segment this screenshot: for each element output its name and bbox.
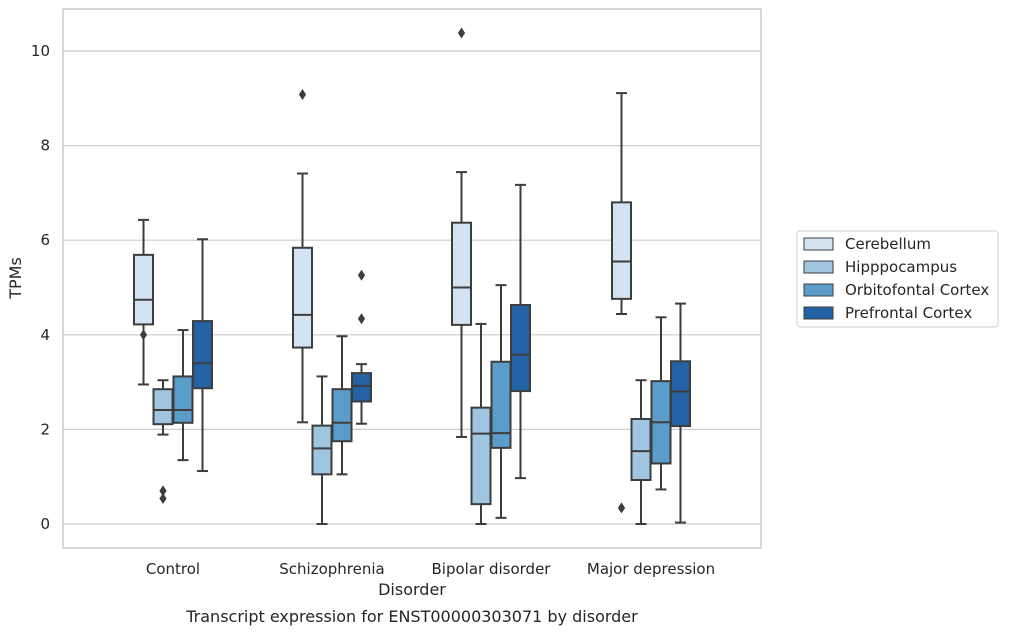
box (490, 284, 512, 519)
y-tick-label: 10 (31, 42, 50, 60)
box-body (152, 388, 174, 426)
outlier-point (159, 485, 167, 497)
x-tick-label: Bipolar disorder (432, 560, 552, 578)
box-body (611, 201, 632, 300)
legend-swatch (803, 237, 834, 251)
box-body (351, 372, 372, 403)
legend-label: Hipppocampus (845, 258, 957, 276)
box (133, 218, 154, 386)
legend-swatch (803, 283, 834, 297)
legend: Cerebellum Hipppocampus Orbitofontal Corte… (796, 230, 999, 328)
box-body (670, 360, 691, 428)
series-2 (172, 284, 672, 519)
box (152, 379, 174, 504)
x-tick-label: Control (146, 560, 200, 578)
box-body (311, 424, 333, 476)
plot-frame (62, 8, 762, 549)
outlier-point (617, 502, 626, 514)
box (172, 329, 194, 462)
outlier-point (357, 313, 366, 325)
box-body (192, 320, 213, 390)
legend-swatch (803, 306, 834, 320)
legend-label: Orbitofontal Cortex (845, 281, 989, 299)
box-body (451, 221, 472, 326)
box-body (490, 360, 512, 449)
outlier-point (457, 27, 466, 39)
y-axis-label: TPMs (6, 257, 25, 300)
box (292, 89, 313, 424)
box (451, 27, 472, 438)
outlier-point (139, 329, 148, 341)
series-0 (133, 27, 632, 514)
series-3 (192, 183, 691, 524)
x-tick-label: Major depression (587, 560, 715, 578)
legend-label: Prefrontal Cortex (845, 304, 972, 322)
legend-items: Cerebellum Hipppocampus Orbitofontal Corte… (803, 235, 989, 322)
y-tick-label: 4 (40, 326, 50, 344)
box-body (331, 388, 353, 443)
boxes (133, 27, 691, 525)
legend-frame (796, 230, 999, 328)
box-body (630, 417, 652, 482)
legend-swatch (803, 260, 834, 274)
box-body (172, 375, 194, 424)
series-1 (152, 322, 652, 525)
y-tick-label: 2 (40, 420, 50, 438)
y-tick-label: 6 (40, 231, 50, 249)
box (470, 322, 492, 525)
y-tick-label: 0 (40, 515, 50, 533)
box (351, 269, 372, 425)
chart-caption: Transcript expression for ENST0000030307… (185, 607, 638, 626)
y-tick-labels: 0 2 4 6 8 10 (31, 42, 50, 533)
x-tick-label: Schizophrenia (279, 560, 384, 578)
box (331, 335, 353, 476)
box (311, 375, 333, 525)
x-tick-labels: Control Schizophrenia Bipolar disorder Majo… (146, 560, 715, 578)
legend-label: Cerebellum (845, 235, 931, 253)
box-body (133, 253, 154, 326)
box (650, 316, 672, 491)
box-body (510, 304, 531, 393)
x-axis-label: Disorder (378, 580, 446, 599)
outlier-point (159, 492, 167, 504)
box (670, 302, 691, 524)
box (510, 183, 531, 480)
y-tick-label: 8 (40, 137, 50, 155)
outlier-point (357, 269, 366, 281)
box (630, 379, 652, 525)
box-body (470, 406, 492, 506)
box (611, 92, 632, 514)
box (192, 238, 213, 473)
box-body (292, 246, 313, 349)
outlier-point (298, 89, 307, 101)
